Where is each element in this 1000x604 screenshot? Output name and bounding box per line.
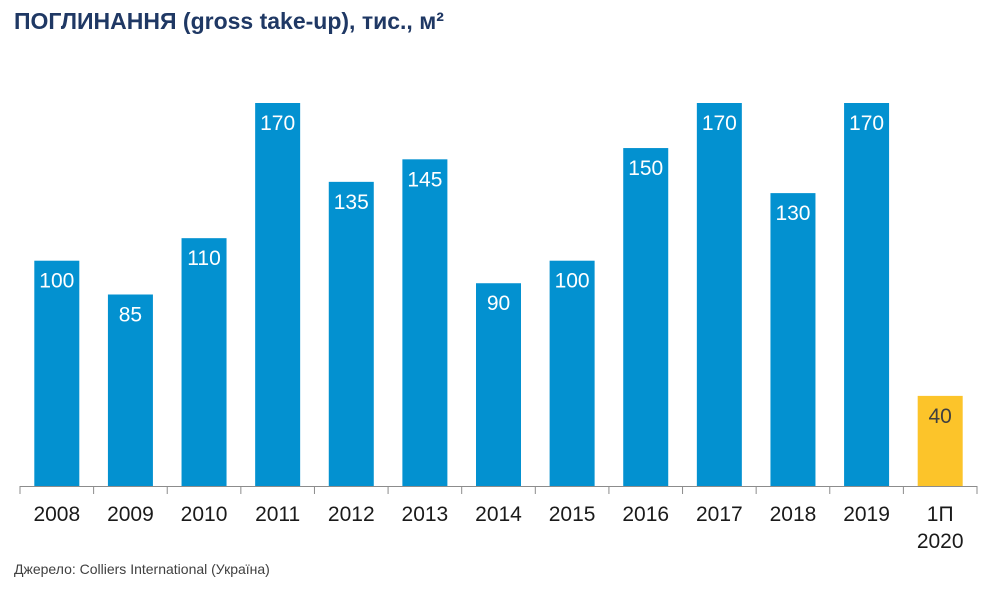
bar-2014 (476, 283, 521, 486)
bar-2009 (107, 294, 153, 486)
x-tick-label: 2016 (622, 503, 669, 526)
bar-2010 (181, 238, 227, 486)
x-tick-label: 2015 (549, 503, 596, 526)
bar-2018 (770, 193, 816, 486)
data-label: 85 (119, 304, 142, 327)
x-tick-label: 2011 (255, 503, 300, 526)
tick-marks-group (19, 486, 978, 494)
data-label: 90 (487, 292, 510, 315)
bar-2012 (328, 181, 374, 486)
bar-2019 (844, 103, 890, 486)
bar-2008 (34, 260, 80, 486)
x-tick-label: 2008 (33, 503, 80, 526)
x-tick-label: 2013 (402, 503, 449, 526)
source-note: Джерело: Colliers International (Україна… (14, 561, 270, 577)
bar-2015 (549, 260, 595, 486)
x-tick-label: 2017 (696, 503, 743, 526)
data-label: 170 (260, 112, 295, 135)
x-tick-label: 2012 (328, 503, 375, 526)
data-label: 145 (407, 168, 442, 191)
x-tick-label: 2019 (843, 503, 890, 526)
data-label: 170 (849, 112, 884, 135)
bar-2011 (255, 103, 301, 486)
bar-2016 (623, 148, 669, 486)
data-label: 100 (39, 270, 74, 293)
data-label: 40 (929, 405, 952, 428)
data-label: 100 (555, 270, 590, 293)
x-tick-label: 2010 (181, 503, 228, 526)
data-label: 110 (187, 247, 220, 270)
data-label: 170 (702, 112, 737, 135)
x-tick-labels-group: 2008 2009 2010 2011 2012 2013 2014 2015 2016 2017… (33, 503, 963, 553)
x-tick-label: 1П 2020 (917, 503, 964, 553)
bars-group: 100 85 110 170 135 145 90 100 150 170 130 170 40 (34, 103, 963, 486)
chart-title: ПОГЛИНАННЯ (gross take-up), тис., м² (14, 8, 444, 34)
data-label: 130 (775, 202, 810, 225)
x-tick-label: 2009 (107, 503, 154, 526)
data-label: 150 (628, 157, 663, 180)
data-label: 135 (334, 191, 369, 214)
x-tick-label: 2014 (475, 503, 522, 526)
x-tick-label: 2018 (770, 503, 817, 526)
bar-2017 (696, 103, 742, 486)
bar-2013 (402, 159, 448, 486)
bar-1п-2020 (917, 395, 963, 486)
